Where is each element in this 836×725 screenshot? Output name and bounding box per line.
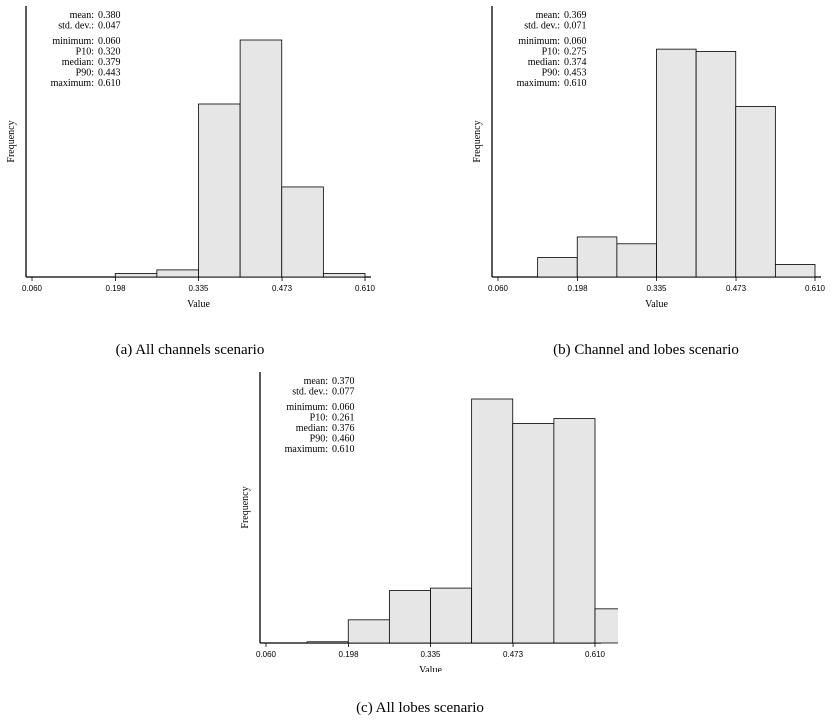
histogram-a: 0.060 0.198 0.335 0.473 0.610 Value Frequency m… (6, 6, 376, 310)
stat-value: 0.610 (98, 78, 121, 89)
histogram-bar (198, 103, 241, 278)
stat-value: 0.060 (332, 402, 355, 413)
stat-value: 0.376 (332, 423, 355, 434)
histogram-bar (114, 273, 158, 278)
stat-value: 0.047 (98, 21, 121, 32)
y-axis-label: Frequency (472, 120, 483, 162)
x-tick-label: 0.473 (726, 284, 747, 293)
histogram-bar (430, 587, 473, 644)
stat-label: mean: (536, 10, 560, 21)
stat-label: std. dev.: (58, 21, 94, 32)
histogram-b: 0.060 0.198 0.335 0.473 0.610 Value Frequency m… (472, 6, 826, 310)
stat-label: P10: (542, 47, 560, 58)
stat-label: median: (62, 57, 94, 68)
histogram-c: 0.060 0.198 0.335 0.473 0.610 Value Frequency m… (240, 372, 618, 672)
x-tick-label: 0.610 (585, 650, 606, 659)
stat-value: 0.261 (332, 413, 355, 424)
histogram-bar (594, 608, 618, 644)
stat-value: 0.370 (332, 376, 355, 387)
histogram-bar (695, 51, 737, 278)
stat-label: std. dev.: (524, 21, 560, 32)
x-tick-label: 0.060 (488, 284, 509, 293)
histogram-panel-a: 0.060 0.198 0.335 0.473 0.610 Value Frequency m… (0, 0, 380, 310)
x-tick-label: 0.060 (256, 650, 277, 659)
stat-value: 0.443 (98, 68, 121, 79)
caption-b: (b) Channel and lobes scenario (553, 342, 739, 358)
stat-label: maximum: (285, 444, 328, 455)
stat-value: 0.320 (98, 47, 121, 58)
histogram-panel-c: 0.060 0.198 0.335 0.473 0.610 Value Frequency m… (228, 372, 618, 672)
x-tick-label: 0.473 (272, 284, 293, 293)
x-axis-label: Value (645, 299, 668, 310)
stat-value: 0.060 (564, 36, 587, 47)
histogram-bar (735, 105, 776, 278)
x-tick-label: 0.335 (420, 650, 441, 659)
stat-label: median: (528, 57, 560, 68)
stat-value: 0.369 (564, 10, 587, 21)
stat-value: 0.610 (332, 444, 355, 455)
stat-label: P10: (310, 413, 328, 424)
stat-label: minimum: (52, 36, 94, 47)
x-tick-label: 0.198 (568, 284, 589, 293)
stat-label: median: (296, 423, 328, 434)
histogram-bar (537, 257, 578, 278)
stat-label: maximum: (517, 78, 560, 89)
x-tick-label: 0.335 (646, 284, 667, 293)
stat-value: 0.374 (564, 57, 587, 68)
x-tick-label: 0.060 (22, 284, 43, 293)
x-tick-label: 0.473 (503, 650, 524, 659)
histogram-bar (553, 418, 596, 644)
histogram-bar (322, 273, 366, 278)
x-axis-label: Value (419, 665, 442, 672)
stat-label: mean: (70, 10, 94, 21)
histogram-bar (388, 590, 431, 644)
stat-value: 0.077 (332, 387, 355, 398)
stat-label: P90: (310, 434, 328, 445)
stat-label: minimum: (286, 402, 328, 413)
histogram-bar (512, 423, 555, 644)
y-axis-label: Frequency (240, 486, 251, 528)
stat-value: 0.060 (98, 36, 121, 47)
stat-value: 0.379 (98, 57, 121, 68)
stat-value: 0.071 (564, 21, 587, 32)
x-tick-label: 0.198 (106, 284, 127, 293)
stat-label: P90: (76, 68, 94, 79)
stat-value: 0.380 (98, 10, 121, 21)
stat-value: 0.460 (332, 434, 355, 445)
caption-c: (c) All lobes scenario (356, 700, 484, 716)
stat-label: std. dev.: (292, 387, 328, 398)
histogram-bar (471, 398, 514, 644)
histogram-bar (281, 186, 324, 278)
histogram-bar (774, 264, 816, 278)
caption-a: (a) All channels scenario (115, 342, 265, 358)
histogram-bar (616, 243, 657, 278)
stat-label: minimum: (518, 36, 560, 47)
stat-label: mean: (304, 376, 328, 387)
histogram-bar (239, 39, 283, 278)
x-tick-label: 0.610 (355, 284, 376, 293)
stat-value: 0.275 (564, 47, 587, 58)
histogram-bar (576, 236, 618, 278)
x-tick-label: 0.198 (339, 650, 360, 659)
x-tick-label: 0.610 (805, 284, 826, 293)
stat-value: 0.610 (564, 78, 587, 89)
histogram-bar (306, 641, 349, 644)
histogram-panel-b: 0.060 0.198 0.335 0.473 0.610 Value Frequency m… (446, 0, 836, 310)
stat-label: P10: (76, 47, 94, 58)
x-tick-label: 0.335 (188, 284, 209, 293)
stat-value: 0.453 (564, 68, 587, 79)
x-axis-label: Value (187, 299, 210, 310)
histogram-bar (347, 619, 390, 644)
stat-label: P90: (542, 68, 560, 79)
y-axis-label: Frequency (6, 120, 17, 162)
stat-label: maximum: (51, 78, 94, 89)
histogram-bar (156, 269, 199, 278)
histogram-bar (656, 48, 697, 278)
